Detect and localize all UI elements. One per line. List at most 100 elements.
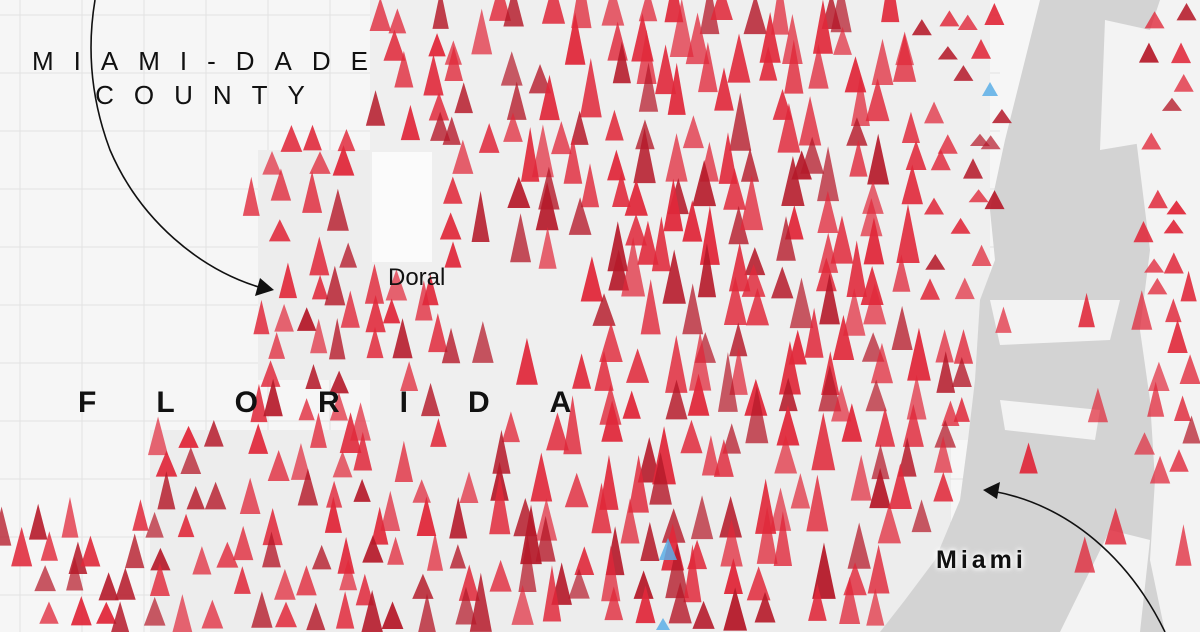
marker-triangle [953,397,970,422]
marker-triangle [1163,252,1184,274]
marker-triangle [607,221,629,272]
marker-triangle [275,601,297,628]
marker-triangle [503,0,524,27]
marker-triangle [620,498,640,544]
marker-triangle [745,288,770,326]
marker-triangle [892,254,911,292]
marker-triangle [143,596,166,626]
marker-triangle [0,506,12,546]
marker-triangle [251,591,273,628]
marker-triangle [902,404,924,447]
marker-triangle [680,419,703,454]
marker-triangle [907,327,931,381]
marker-triangle [350,402,371,441]
marker-triangle [385,269,408,301]
marker-triangle [933,471,954,502]
marker-triangle [798,96,822,146]
marker-triangle [665,379,688,420]
marker-triangle [633,127,656,184]
marker-triangle [951,356,972,387]
marker-triangle [370,506,389,545]
marker-triangle [888,463,912,510]
marker-triangle [311,544,332,570]
marker-triangle [98,572,119,601]
marker-triangle [896,204,920,263]
marker-triangle [11,526,33,567]
marker-triangle [443,176,463,204]
marker-triangle [178,425,199,448]
marker-triangle [296,565,317,596]
marker-triangle [633,570,654,599]
marker-triangle [817,190,839,233]
marker-triangle [510,213,532,263]
marker-triangle [954,277,975,300]
marker-triangle [714,67,734,111]
marker-triangle [568,197,592,235]
marker-triangle [777,102,801,153]
marker-triangle [365,295,386,333]
marker-triangle [723,168,747,210]
marker-triangle [759,46,778,81]
marker-triangle [984,190,1005,210]
marker-triangle [353,478,371,502]
marker-triangle [701,435,720,476]
marker-triangle [936,351,956,393]
marker-triangle [535,515,556,562]
marker-triangle [298,398,315,421]
marker-triangle [412,479,431,503]
marker-triangle [530,452,553,502]
marker-triangle [472,321,494,363]
marker-triangle [849,139,868,177]
marker-triangle [324,265,346,306]
marker-triangle [1074,536,1096,573]
marker-triangle [719,495,743,538]
marker-triangle [394,50,414,88]
marker-triangle [420,382,441,417]
marker-triangle [204,481,227,510]
marker-triangle [832,314,855,361]
marker-triangle [369,0,392,32]
marker-triangle [132,499,149,531]
barrier-island [1130,0,1200,632]
marker-triangle [937,134,958,154]
marker-triangle [267,450,290,482]
marker-triangle [790,473,811,509]
marker-triangle [746,566,771,601]
marker-triangle [1087,387,1109,423]
marker-triangle [776,216,796,261]
marker-triangle [831,384,852,422]
island [1060,530,1150,632]
marker-triangle [428,92,450,121]
marker-triangle [729,92,752,151]
marker-triangle [274,303,294,332]
marker-triangle [727,33,751,83]
marker-triangle [930,149,951,171]
marker-triangle [518,534,537,592]
marker-triangle [111,601,130,632]
marker-triangle [776,404,800,446]
marker-triangle [638,62,659,112]
marker-triangle [881,0,900,23]
marker-triangle [811,412,836,471]
marker-triangle [723,276,747,325]
marker-triangle [326,480,343,508]
marker-triangle [594,350,614,391]
marker-triangle [381,601,404,630]
marker-triangle [729,322,748,357]
marker-triangle [186,485,205,510]
marker-triangle [860,198,883,237]
marker-triangle [355,573,374,606]
marker-triangle [656,618,670,630]
marker-triangle [326,188,349,231]
marker-triangle [626,348,650,383]
marker-triangle [201,599,224,629]
marker-triangle [782,14,803,64]
marker-triangle [740,147,760,182]
marker-triangle [263,378,283,417]
marker-triangle [580,163,600,208]
marker-triangle [897,437,917,477]
marker-triangle [361,590,383,632]
marker-triangle [1144,11,1165,29]
marker-triangle [971,38,992,59]
